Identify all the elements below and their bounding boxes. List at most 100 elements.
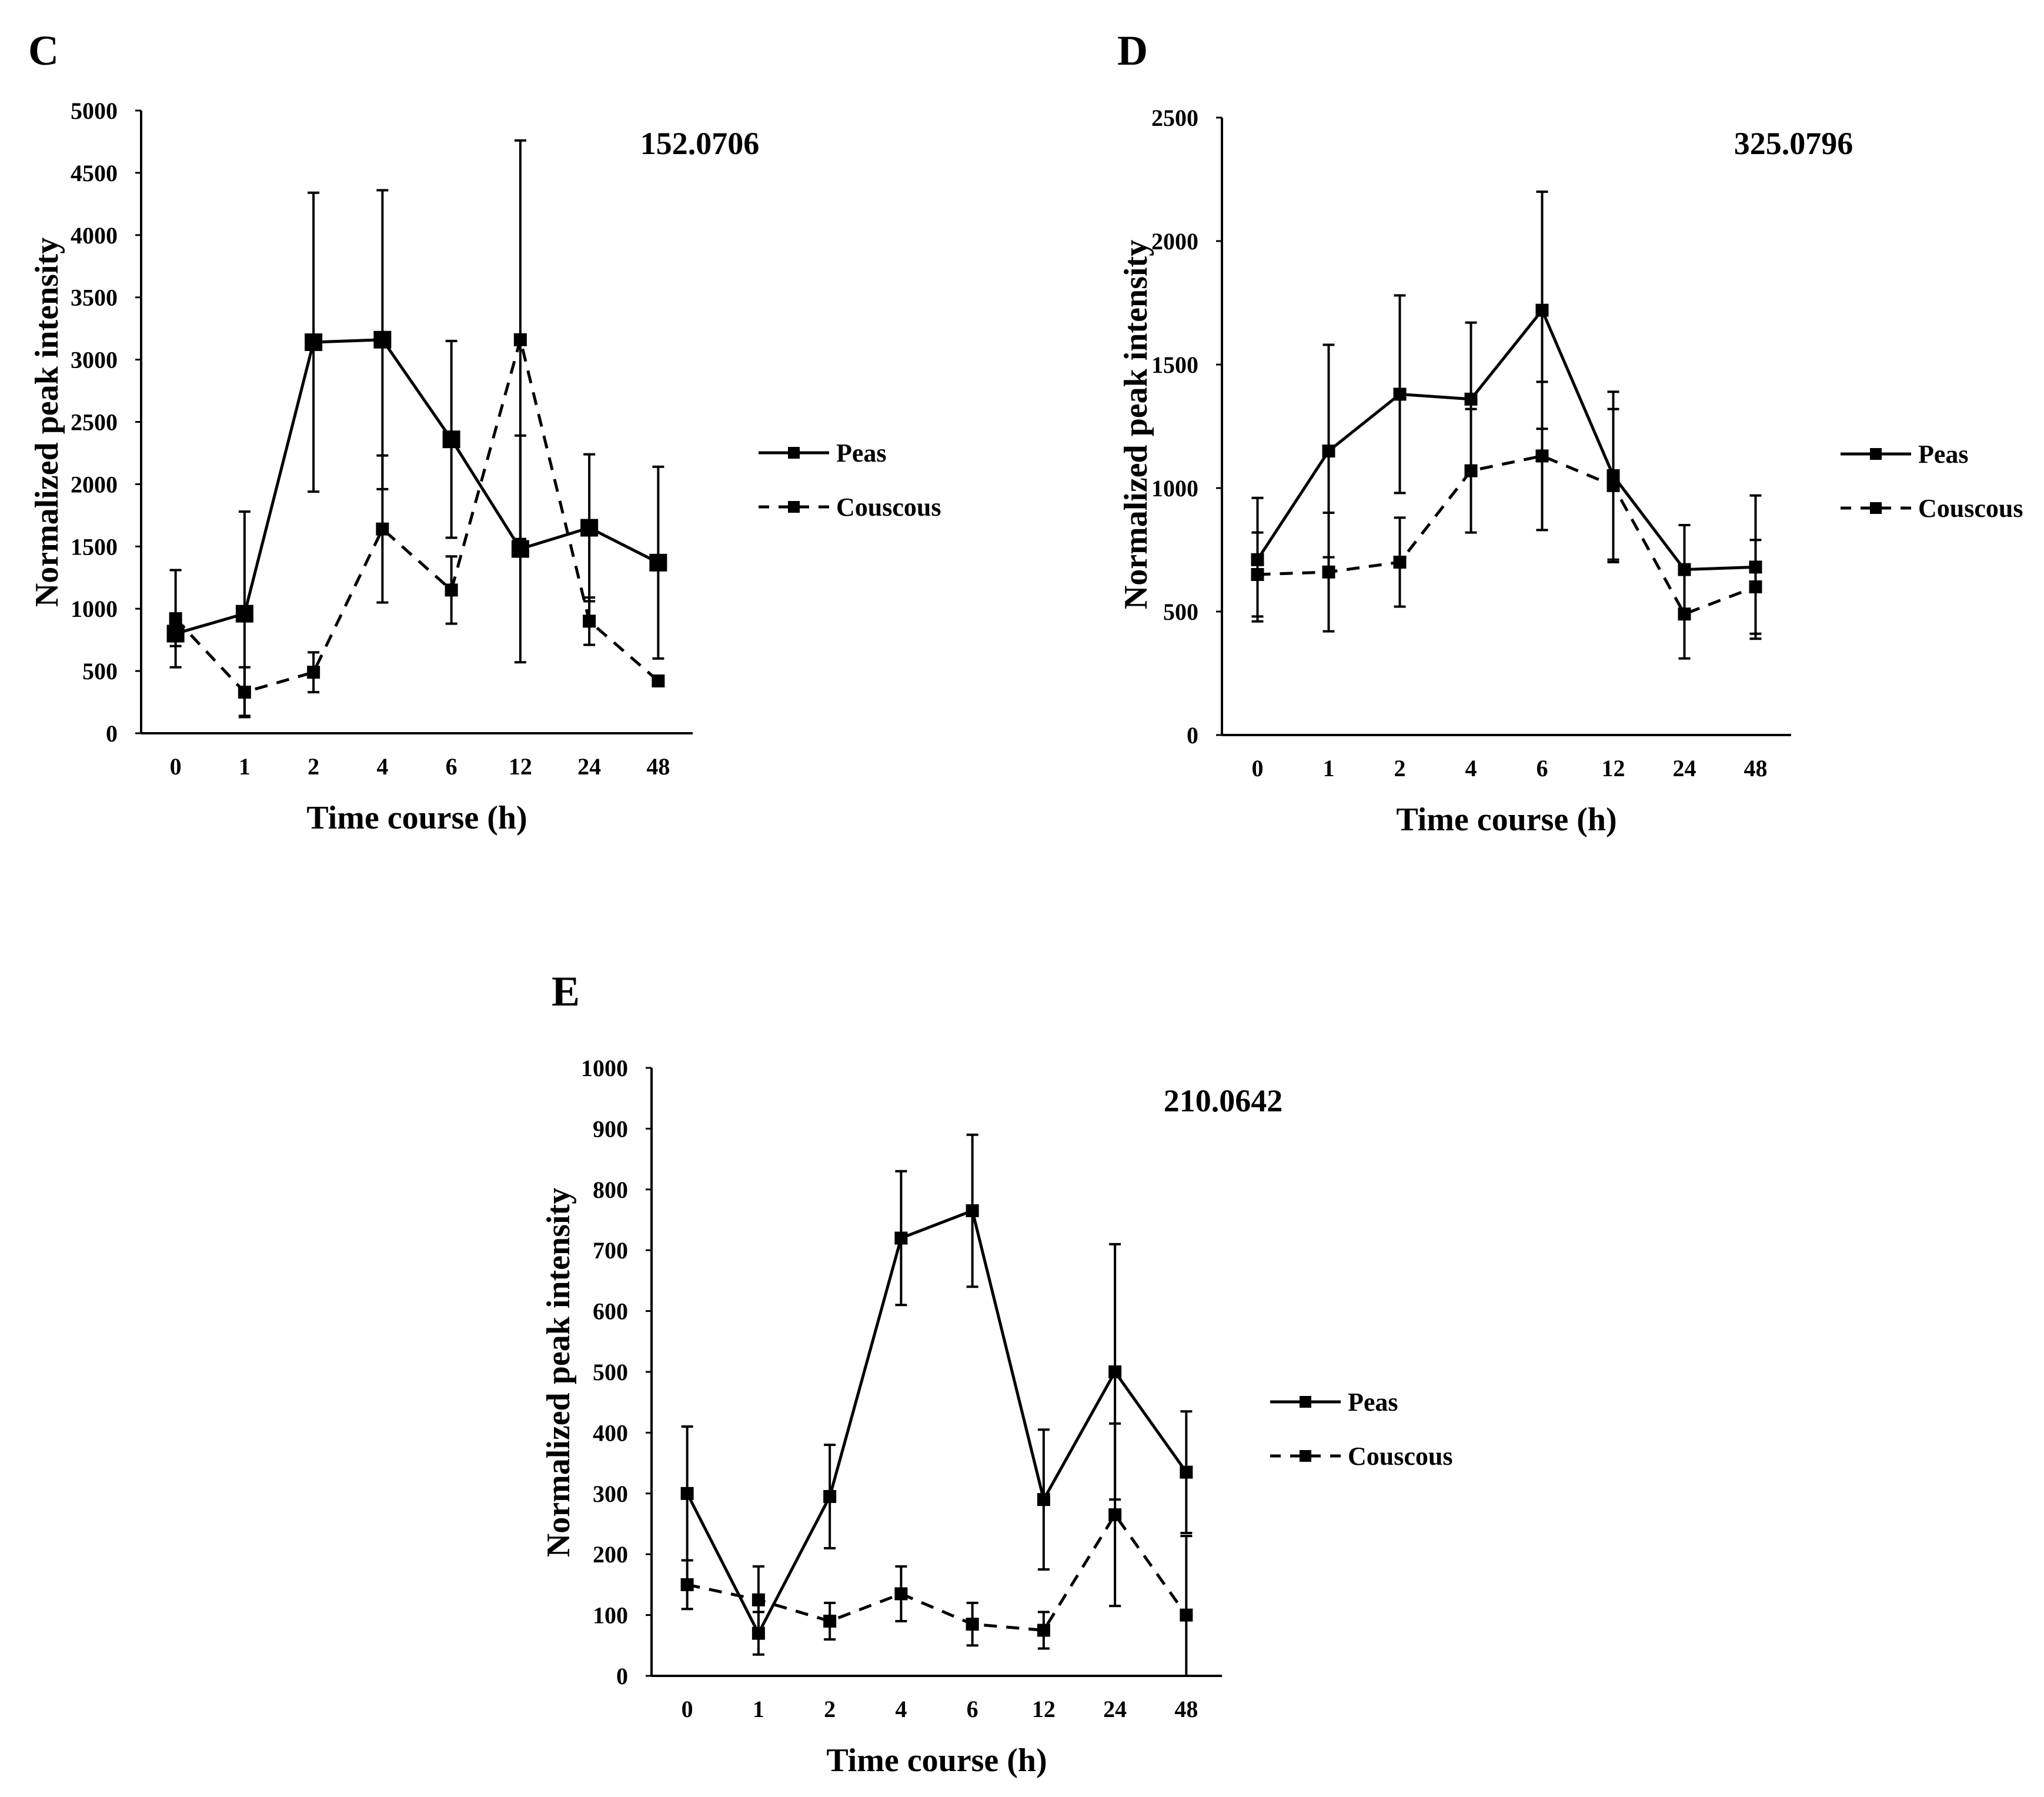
y-tick-label: 4500: [71, 160, 118, 186]
data-point: [680, 1487, 694, 1500]
y-tick-label: 500: [82, 658, 118, 684]
legend-label: Peas: [1348, 1388, 1398, 1417]
x-tick-label: 4: [1465, 755, 1477, 781]
data-point: [307, 666, 320, 679]
y-tick-label: 800: [593, 1177, 628, 1203]
data-point: [1180, 1608, 1193, 1622]
data-point: [169, 612, 182, 626]
data-point: [1037, 1624, 1050, 1637]
x-tick-label: 6: [1537, 755, 1548, 781]
data-point: [1464, 392, 1478, 406]
data-point: [1322, 445, 1335, 457]
x-tick-label: 2: [824, 1696, 836, 1722]
data-point: [1678, 607, 1691, 621]
chart-title: 325.0796: [1734, 126, 1853, 161]
x-tick-label: 12: [1032, 1696, 1056, 1722]
series-line-peas: [1256, 307, 1756, 572]
y-axis-title: Normalized peak intensity: [1118, 240, 1154, 609]
data-point: [238, 686, 251, 699]
y-tick-label: 0: [616, 1663, 628, 1689]
y-tick-label: 1000: [1151, 475, 1198, 502]
data-point: [373, 330, 392, 349]
series-peas: Peas: [1251, 191, 1969, 640]
x-tick-label: 0: [170, 753, 182, 780]
series-peas: Peas: [166, 189, 887, 717]
y-tick-label: 5000: [71, 98, 118, 124]
data-point: [1251, 568, 1264, 581]
x-tick-label: 6: [967, 1696, 978, 1722]
data-point: [1535, 449, 1549, 463]
data-point: [513, 333, 527, 346]
y-tick-label: 200: [593, 1541, 628, 1568]
y-tick-label: 1500: [1151, 352, 1198, 378]
legend-label: Couscous: [1348, 1442, 1453, 1471]
y-tick-label: 0: [1187, 722, 1198, 749]
y-tick-label: 100: [593, 1602, 628, 1629]
y-tick-label: 500: [593, 1359, 628, 1385]
panel-letter: E: [552, 968, 580, 1015]
data-point: [376, 522, 389, 536]
legend-marker: [1870, 448, 1882, 460]
x-tick-label: 12: [1602, 755, 1625, 781]
data-point: [1535, 303, 1549, 317]
legend-marker: [1300, 1450, 1311, 1462]
y-tick-label: 1500: [71, 533, 118, 560]
x-tick-label: 1: [1323, 755, 1335, 781]
series-line-couscous: [174, 333, 660, 694]
legend-label: Couscous: [1918, 494, 2023, 523]
legend-label: Couscous: [836, 493, 941, 522]
y-axis-title: Normalized peak intensity: [540, 1188, 577, 1557]
x-axis-title: Time course (h): [1396, 801, 1617, 838]
y-tick-label: 1000: [581, 1055, 628, 1081]
data-point: [583, 614, 596, 628]
x-tick-label: 2: [1394, 755, 1406, 781]
data-point: [442, 430, 460, 449]
y-tick-label: 500: [1163, 599, 1198, 625]
data-point: [1108, 1365, 1122, 1378]
data-point: [580, 519, 599, 537]
x-tick-label: 4: [376, 753, 388, 780]
y-tick-label: 900: [593, 1115, 628, 1142]
data-point: [823, 1614, 837, 1628]
panel-letter: C: [28, 27, 59, 74]
x-tick-label: 48: [1174, 1696, 1198, 1722]
data-point: [1037, 1493, 1050, 1507]
y-tick-label: 2000: [1151, 228, 1198, 255]
x-tick-label: 2: [308, 753, 319, 780]
series-couscous: Couscous: [680, 1422, 1453, 1677]
series-couscous: Couscous: [169, 139, 941, 719]
y-tick-label: 2500: [71, 409, 118, 436]
data-point: [823, 1489, 837, 1503]
x-tick-label: 24: [1103, 1696, 1127, 1722]
x-tick-label: 24: [1673, 755, 1696, 781]
legend-label: Peas: [1918, 440, 1969, 469]
data-point: [649, 553, 667, 572]
legend-marker: [788, 501, 800, 513]
x-tick-label: 48: [646, 753, 670, 780]
data-point: [680, 1578, 694, 1591]
y-tick-label: 0: [106, 720, 118, 747]
data-point: [1607, 479, 1620, 492]
y-tick-label: 3500: [71, 285, 118, 311]
y-axis-title: Normalized peak intensity: [29, 238, 65, 607]
data-point: [235, 604, 253, 623]
data-point: [894, 1231, 908, 1245]
data-point: [652, 674, 665, 688]
x-tick-label: 0: [1252, 755, 1264, 781]
chart-panel-e: E 210.0642 0 100 200 300 400 500 600 700 800 900 100…: [540, 968, 1453, 1779]
x-tick-label: 48: [1744, 755, 1768, 781]
data-point: [752, 1593, 765, 1606]
y-tick-label: 4000: [71, 222, 118, 249]
series-couscous: Couscous: [1251, 380, 2023, 660]
x-tick-label: 4: [895, 1696, 907, 1722]
series-line-couscous: [1257, 454, 1756, 616]
legend-marker: [1870, 502, 1882, 514]
data-point: [1108, 1508, 1122, 1521]
data-point: [1322, 565, 1335, 579]
x-tick-label: 6: [446, 753, 457, 780]
chart-title: 152.0706: [640, 126, 760, 161]
y-tick-label: 3000: [71, 347, 118, 373]
legend-label: Peas: [836, 439, 887, 467]
